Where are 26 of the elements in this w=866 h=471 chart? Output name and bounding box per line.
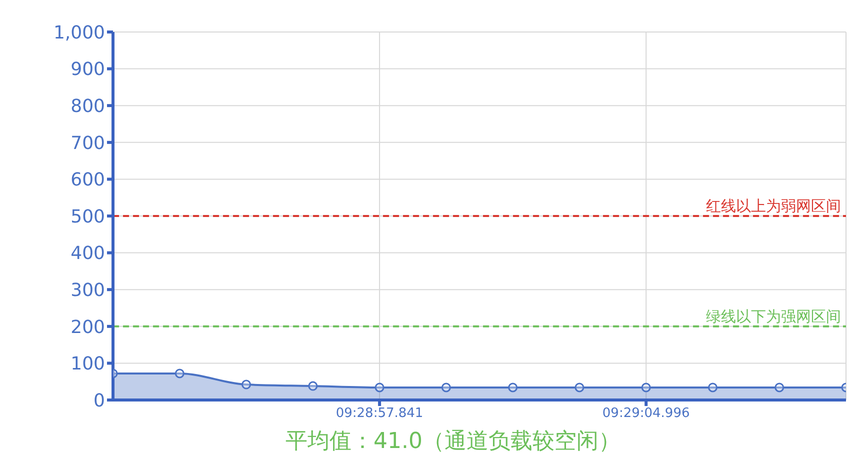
y-tick-label: 500 — [70, 206, 105, 228]
y-tick-label: 800 — [70, 96, 105, 117]
point — [441, 382, 451, 392]
y-tick-label: 400 — [70, 243, 105, 264]
ref-line-label: 绿线以下为强网区间 — [706, 307, 841, 326]
y-tick-label: 100 — [70, 354, 105, 375]
y-tick-label: 1,000 — [53, 22, 105, 44]
point — [774, 382, 784, 392]
point — [308, 381, 318, 391]
point — [242, 380, 252, 390]
x-tick-label: 09:28:57.841 — [336, 406, 424, 422]
point — [574, 382, 584, 392]
point — [508, 382, 518, 392]
text: 平均值：41.0（通道负载较空闲） — [284, 428, 622, 456]
y-tick-label: 600 — [70, 170, 105, 191]
point — [641, 382, 651, 392]
y-tick-label: 700 — [70, 132, 105, 154]
y-tick-label: 900 — [70, 59, 105, 80]
point — [708, 382, 718, 392]
ref-line-label: 红线以上为弱网区间 — [706, 197, 841, 215]
x-tick-label: 09:29:04.996 — [602, 406, 690, 422]
point — [374, 382, 384, 392]
y-tick-label: 300 — [70, 280, 105, 301]
y-tick-label: 200 — [70, 316, 105, 338]
point — [174, 368, 184, 378]
y-tick-label: 0 — [94, 390, 105, 412]
